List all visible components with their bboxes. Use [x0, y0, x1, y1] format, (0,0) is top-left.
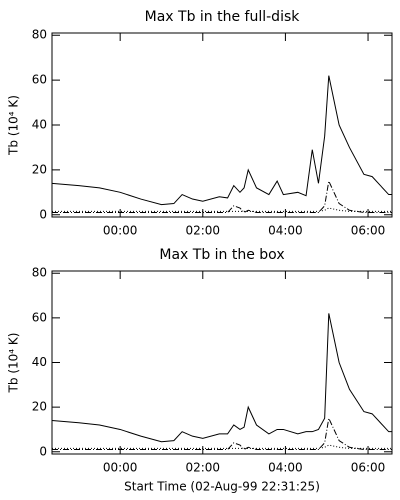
y-axis-label: Tb (10⁴ K) — [7, 333, 21, 394]
data-line — [52, 179, 392, 214]
data-line — [52, 207, 392, 212]
x-tick-label: 00:00 — [103, 224, 138, 238]
y-tick-label: 60 — [32, 310, 47, 324]
y-tick-label: 20 — [32, 162, 47, 176]
y-tick-label: 20 — [32, 400, 47, 414]
y-tick-label: 40 — [32, 118, 47, 132]
data-line — [52, 416, 392, 451]
y-tick-label: 0 — [39, 444, 47, 458]
chart-title: Max Tb in the box — [159, 247, 284, 263]
x-tick-label: 06:00 — [351, 224, 386, 238]
x-tick-label: 00:00 — [103, 461, 138, 475]
chart-title: Max Tb in the full-disk — [145, 9, 301, 25]
y-tick-label: 80 — [32, 28, 47, 42]
plot-frame — [51, 270, 393, 455]
y-axis-label: Tb (10⁴ K) — [7, 95, 21, 156]
y-tick-label: 60 — [32, 73, 47, 87]
x-tick-label: 02:00 — [185, 224, 220, 238]
x-axis-label: Start Time (02-Aug-99 22:31:25) — [124, 480, 320, 494]
plot-frame — [51, 32, 393, 218]
x-tick-label: 04:00 — [268, 224, 303, 238]
y-tick-label: 80 — [32, 266, 47, 280]
data-line — [51, 75, 392, 206]
y-tick-label: 0 — [39, 207, 47, 221]
x-tick-label: 02:00 — [185, 461, 220, 475]
x-tick-label: 04:00 — [268, 461, 303, 475]
data-line — [51, 313, 392, 443]
x-tick-label: 06:00 — [351, 461, 386, 475]
data-line — [52, 444, 392, 449]
y-tick-label: 40 — [32, 355, 47, 369]
